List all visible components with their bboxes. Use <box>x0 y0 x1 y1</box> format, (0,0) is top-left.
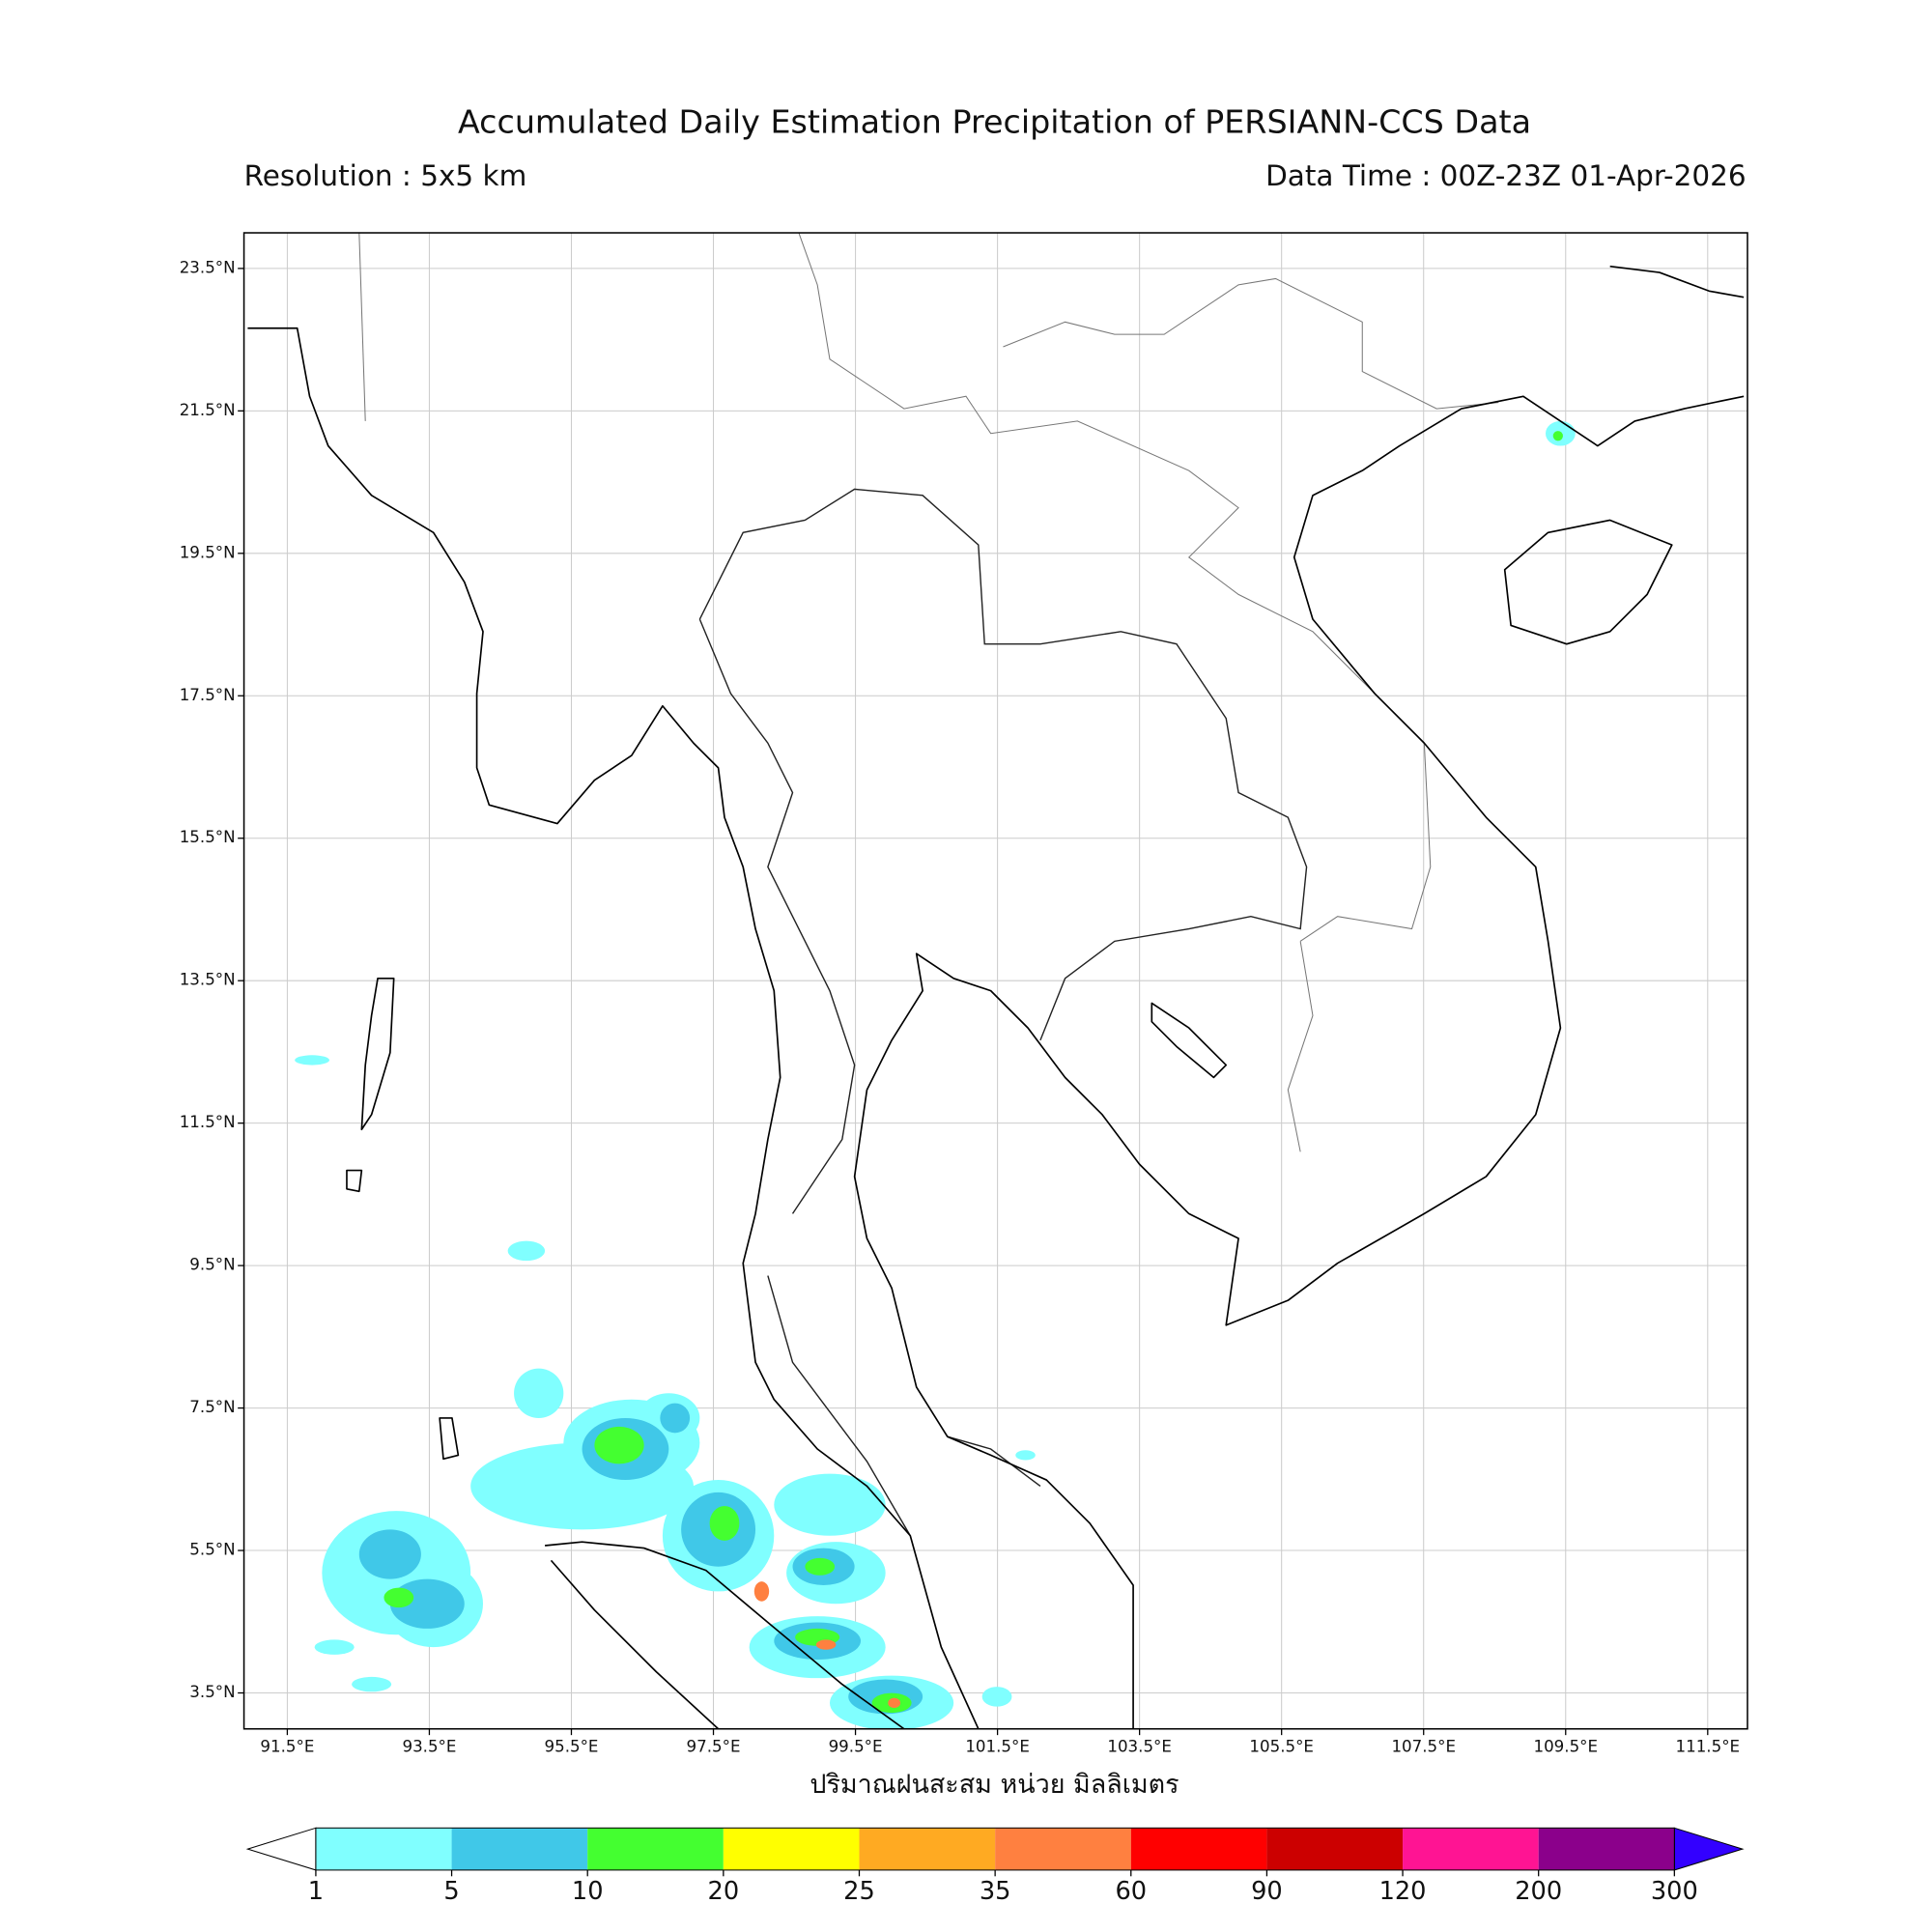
colorbar-tick-label: 20 <box>708 1877 740 1906</box>
colorbar-bin <box>1403 1828 1539 1870</box>
coastline-north <box>1609 265 1745 298</box>
x-tick-label: 97.5°E <box>687 1737 741 1755</box>
colorbar-tick-label: 300 <box>1651 1877 1698 1906</box>
colorbar-label: ปริมาณฝนสะสม หน่วย มิลลิเมตร <box>810 1770 1179 1800</box>
colorbar-tick-label: 10 <box>572 1877 604 1906</box>
x-tick-label: 99.5°E <box>829 1737 883 1755</box>
colorbar-tick-label: 35 <box>980 1877 1011 1906</box>
x-tick-label: 91.5°E <box>260 1737 314 1755</box>
colorbar-bin <box>451 1828 588 1870</box>
colorbar-bin <box>995 1828 1131 1870</box>
colorbar-bin <box>1266 1828 1404 1870</box>
grid <box>243 233 1747 1729</box>
coastline <box>247 327 980 1729</box>
precipitation <box>295 420 1576 1729</box>
tonle-sap <box>1151 1002 1228 1079</box>
rain-light <box>295 420 1576 1729</box>
colorbar-bin <box>723 1828 860 1870</box>
coastline <box>853 395 1745 1729</box>
x-tick-label: 105.5°E <box>1249 1737 1314 1755</box>
colorbar-bin <box>859 1828 996 1870</box>
thailand-border <box>698 488 1308 1537</box>
resolution: Resolution : 5x5 km <box>244 159 527 192</box>
x-tick-label: 107.5°E <box>1391 1737 1456 1755</box>
colorbar-tick-label: 5 <box>443 1877 459 1906</box>
x-tick-label: 109.5°E <box>1533 1737 1598 1755</box>
basemap <box>247 233 1745 1729</box>
x-tick-label: 95.5°E <box>545 1737 599 1755</box>
colorbar-tick-label: 1 <box>308 1877 324 1906</box>
y-tick-label: 5.5°N <box>189 1541 235 1559</box>
x-tick-label: 111.5°E <box>1676 1737 1741 1755</box>
country-border <box>358 233 1499 1152</box>
y-tick-label: 9.5°N <box>189 1256 235 1274</box>
colorbar-under <box>245 1827 317 1871</box>
y-tick-label: 15.5°N <box>180 828 236 846</box>
data-time: Data Time : 00Z-23Z 01-Apr-2026 <box>1265 159 1747 192</box>
y-tick-label: 11.5°N <box>180 1113 236 1131</box>
colorbar-tick-label: 120 <box>1379 1877 1427 1906</box>
colorbar-over <box>1673 1827 1745 1871</box>
axes: 91.5°E 93.5°E 95.5°E 97.5°E 99.5°E 101.5°E 103… <box>180 258 1740 1755</box>
title: Accumulated Daily Estimation Precipitati… <box>458 103 1531 141</box>
colorbar: 1 5 10 20 25 35 60 90 120 200 300 <box>245 1827 1745 1906</box>
y-tick-label: 7.5°N <box>189 1398 235 1416</box>
hainan <box>1503 519 1673 645</box>
colorbar-tick-label: 60 <box>1115 1877 1147 1906</box>
colorbar-bin <box>587 1828 724 1870</box>
colorbar-bin <box>315 1828 452 1870</box>
colorbar-bin <box>1130 1828 1267 1870</box>
x-tick-label: 103.5°E <box>1107 1737 1172 1755</box>
y-tick-label: 13.5°N <box>180 971 236 989</box>
rain-intense <box>753 1581 901 1708</box>
colorbar-bin <box>1538 1828 1675 1870</box>
y-tick-label: 19.5°N <box>180 543 236 561</box>
y-tick-label: 3.5°N <box>189 1683 235 1701</box>
colorbar-frame <box>315 1827 1675 1871</box>
andaman-islands <box>346 977 460 1461</box>
colorbar-tick-label: 25 <box>843 1877 875 1906</box>
colorbar-tick-label: 200 <box>1515 1877 1562 1906</box>
colorbar-tick-label: 90 <box>1251 1877 1283 1906</box>
y-tick-label: 17.5°N <box>180 686 236 704</box>
y-tick-label: 23.5°N <box>180 258 236 276</box>
x-tick-label: 101.5°E <box>965 1737 1030 1755</box>
sumatra <box>545 1541 905 1729</box>
y-tick-label: 21.5°N <box>180 401 236 419</box>
x-tick-label: 93.5°E <box>402 1737 456 1755</box>
